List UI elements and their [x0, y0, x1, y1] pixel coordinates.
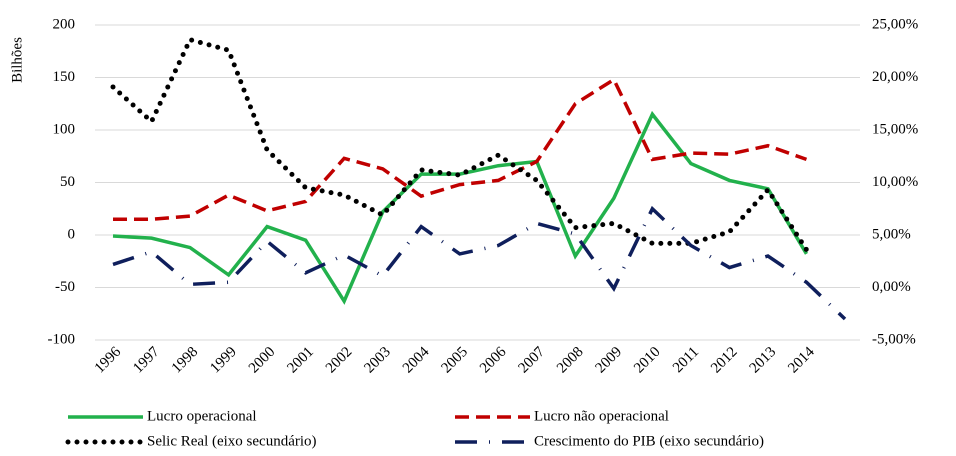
y-tick-label: 0 — [68, 226, 76, 242]
y-axis-label: Bilhões — [9, 37, 25, 83]
x-tick-label: 2000 — [246, 344, 279, 377]
x-tick-label: 1997 — [130, 344, 163, 377]
x-tick-label: 1996 — [92, 344, 125, 377]
x-tick-label: 2012 — [708, 344, 741, 377]
series-line — [110, 36, 809, 253]
legend-label: Lucro não operacional — [534, 408, 669, 424]
x-tick-label: 2001 — [284, 344, 317, 377]
y2-tick-label: 25,00% — [872, 16, 918, 32]
y-tick-label: 200 — [53, 16, 76, 32]
x-tick-label: 2011 — [670, 344, 702, 376]
legend-label: Crescimento do PIB (eixo secundário) — [534, 433, 764, 449]
series-line — [112, 205, 847, 321]
x-tick-label: 2009 — [593, 344, 626, 377]
x-tick-label: 1998 — [169, 344, 202, 377]
y2-tick-label: 5,00% — [872, 226, 911, 242]
x-tick-label: 2006 — [477, 344, 510, 377]
y2-tick-label: 20,00% — [872, 69, 918, 85]
y2-tick-label: -5,00% — [872, 331, 916, 347]
x-tick-label: 2005 — [438, 344, 471, 377]
y2-tick-label: 10,00% — [872, 174, 918, 190]
series-line — [113, 77, 808, 221]
y2-tick-label: 15,00% — [872, 121, 918, 137]
legend-label: Selic Real (eixo secundário) — [147, 433, 317, 449]
y-tick-label: 100 — [53, 121, 76, 137]
y-tick-label: -100 — [48, 331, 76, 347]
y-tick-label: -50 — [55, 279, 75, 295]
series-line — [112, 110, 808, 305]
x-tick-label: 2010 — [631, 344, 664, 377]
x-tick-label: 2004 — [400, 344, 433, 377]
x-tick-label: 2013 — [747, 344, 780, 377]
x-tick-label: 2007 — [516, 344, 549, 377]
y2-tick-label: 0,00% — [872, 279, 911, 295]
y-tick-label: 150 — [53, 69, 76, 85]
x-tick-label: 2008 — [554, 344, 587, 377]
x-tick-label: 1999 — [207, 344, 240, 377]
y-tick-label: 50 — [60, 174, 75, 190]
x-tick-label: 2003 — [361, 344, 394, 377]
x-tick-label: 2014 — [785, 344, 818, 377]
x-tick-label: 2002 — [323, 344, 356, 377]
legend-label: Lucro operacional — [147, 408, 257, 424]
